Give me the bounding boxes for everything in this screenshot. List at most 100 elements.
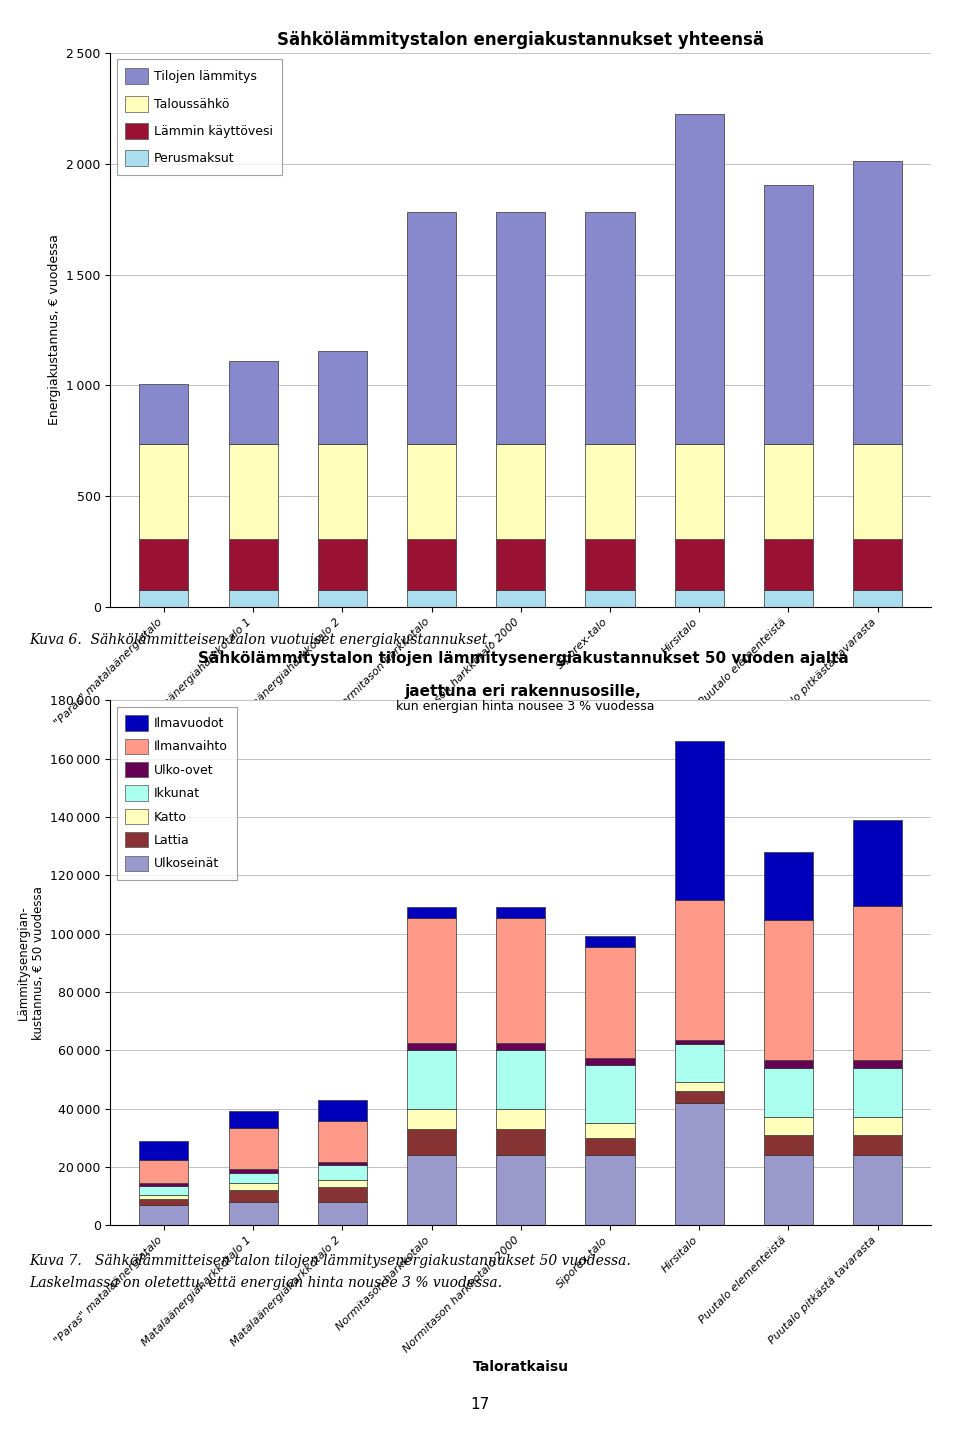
- Bar: [407, 907, 456, 917]
- Bar: [496, 444, 545, 539]
- Bar: [139, 590, 188, 607]
- Bar: [139, 539, 188, 590]
- Bar: [586, 1137, 635, 1155]
- Text: jaettuna eri rakennusosille,: jaettuna eri rakennusosille,: [405, 684, 641, 699]
- Bar: [675, 1083, 724, 1091]
- Bar: [496, 590, 545, 607]
- Bar: [586, 946, 635, 1057]
- Bar: [407, 539, 456, 590]
- Bar: [318, 1202, 367, 1225]
- Bar: [318, 1165, 367, 1181]
- Text: Kuva 7.   Sähkölämmitteisen talon tilojen lämmitysenergiakustannukset 50 vuodess: Kuva 7. Sähkölämmitteisen talon tilojen …: [29, 1254, 631, 1268]
- Bar: [586, 1155, 635, 1225]
- Bar: [853, 820, 902, 906]
- Bar: [407, 444, 456, 539]
- Bar: [139, 1140, 188, 1160]
- Bar: [764, 851, 813, 920]
- Bar: [764, 1060, 813, 1067]
- Bar: [318, 590, 367, 607]
- Bar: [318, 1181, 367, 1188]
- Bar: [407, 1155, 456, 1225]
- Bar: [228, 1183, 277, 1191]
- Bar: [318, 444, 367, 539]
- Bar: [228, 1191, 277, 1202]
- Bar: [764, 1067, 813, 1117]
- Text: 17: 17: [470, 1398, 490, 1412]
- Bar: [318, 539, 367, 590]
- Bar: [853, 590, 902, 607]
- Text: Laskelmassa on oletettu, että energian hinta nousee 3 % vuodessa.: Laskelmassa on oletettu, että energian h…: [29, 1276, 502, 1290]
- Bar: [853, 1135, 902, 1155]
- Bar: [496, 539, 545, 590]
- Bar: [407, 1050, 456, 1109]
- Bar: [675, 590, 724, 607]
- Bar: [139, 1205, 188, 1225]
- Bar: [318, 1100, 367, 1122]
- Bar: [764, 444, 813, 539]
- Bar: [853, 1155, 902, 1225]
- Bar: [675, 539, 724, 590]
- Bar: [318, 1122, 367, 1162]
- Y-axis label: Lämmitysenergian-
kustannus, € 50 vuodessa: Lämmitysenergian- kustannus, € 50 vuodes…: [16, 886, 45, 1040]
- Bar: [675, 1040, 724, 1044]
- Bar: [853, 444, 902, 539]
- Bar: [139, 444, 188, 539]
- Bar: [764, 1117, 813, 1135]
- Bar: [675, 1091, 724, 1103]
- Bar: [496, 1129, 545, 1155]
- Bar: [586, 1123, 635, 1137]
- Bar: [764, 539, 813, 590]
- Bar: [675, 444, 724, 539]
- Bar: [675, 114, 724, 444]
- Bar: [853, 161, 902, 444]
- Bar: [139, 1160, 188, 1183]
- Bar: [139, 1199, 188, 1205]
- Bar: [853, 1067, 902, 1117]
- Bar: [496, 1155, 545, 1225]
- Bar: [228, 1169, 277, 1173]
- Bar: [586, 936, 635, 946]
- Bar: [496, 917, 545, 1043]
- Bar: [764, 186, 813, 444]
- Bar: [228, 590, 277, 607]
- Bar: [586, 1064, 635, 1123]
- Title: Sähkölämmitystalon energiakustannukset yhteensä: Sähkölämmitystalon energiakustannukset y…: [277, 30, 764, 49]
- Bar: [318, 1188, 367, 1202]
- Bar: [496, 1050, 545, 1109]
- Bar: [853, 1117, 902, 1135]
- X-axis label: Taloratkaisu: Taloratkaisu: [472, 742, 568, 756]
- Text: kun energian hinta nousee 3 % vuodessa: kun energian hinta nousee 3 % vuodessa: [392, 700, 655, 713]
- Bar: [764, 1135, 813, 1155]
- Bar: [586, 1057, 635, 1064]
- Bar: [853, 1060, 902, 1067]
- Bar: [139, 1186, 188, 1195]
- X-axis label: Taloratkaisu: Taloratkaisu: [472, 1360, 568, 1375]
- Bar: [764, 920, 813, 1060]
- Bar: [675, 900, 724, 1040]
- Bar: [228, 444, 277, 539]
- Bar: [764, 1155, 813, 1225]
- Bar: [675, 1103, 724, 1225]
- Legend: Ilmavuodot, Ilmanvaihto, Ulko-ovet, Ikkunat, Katto, Lattia, Ulkoseinät: Ilmavuodot, Ilmanvaihto, Ulko-ovet, Ikku…: [117, 706, 237, 880]
- Bar: [496, 1043, 545, 1050]
- Bar: [496, 907, 545, 917]
- Bar: [139, 1183, 188, 1186]
- Bar: [764, 590, 813, 607]
- Bar: [853, 906, 902, 1060]
- Text: Sähkölämmitystalon tilojen lämmitysenergiakustannukset 50 vuoden ajalta: Sähkölämmitystalon tilojen lämmitysenerg…: [198, 651, 849, 666]
- Bar: [496, 211, 545, 444]
- Bar: [228, 1202, 277, 1225]
- Bar: [407, 211, 456, 444]
- Bar: [228, 539, 277, 590]
- Bar: [139, 1195, 188, 1199]
- Text: Kuva 6.  Sähkölämmitteisen talon vuotuiset energiakustannukset.: Kuva 6. Sähkölämmitteisen talon vuotuise…: [29, 633, 492, 647]
- Bar: [228, 1129, 277, 1169]
- Bar: [318, 351, 367, 444]
- Bar: [586, 211, 635, 444]
- Bar: [407, 917, 456, 1043]
- Bar: [496, 1109, 545, 1129]
- Bar: [228, 1112, 277, 1129]
- Bar: [228, 1173, 277, 1183]
- Bar: [853, 539, 902, 590]
- Bar: [586, 590, 635, 607]
